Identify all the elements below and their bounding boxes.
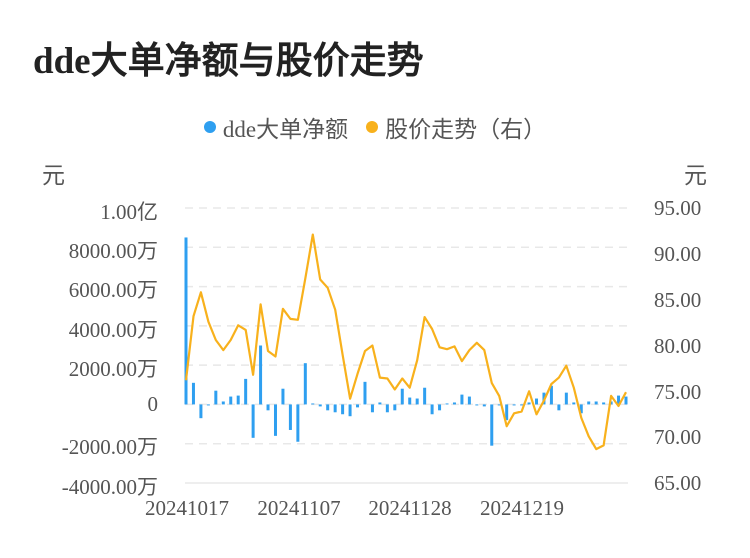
left-tick: 4000.00万 bbox=[68, 318, 158, 342]
left-tick: -4000.00万 bbox=[61, 475, 158, 499]
left-tick: -2000.00万 bbox=[61, 435, 158, 459]
right-axis-unit: 元 bbox=[684, 163, 707, 188]
legend-label: 股价走势（右） bbox=[385, 117, 547, 142]
x-tick: 20241219 bbox=[480, 496, 564, 520]
price-line bbox=[184, 233, 627, 451]
x-tick: 20241128 bbox=[368, 496, 452, 520]
right-tick: 70.00 bbox=[654, 425, 702, 449]
legend-item-dde[interactable]: dde大单净额 bbox=[203, 110, 349, 144]
chart-title: dde大单净额与股价走势 bbox=[33, 41, 424, 82]
left-tick: 2000.00万 bbox=[68, 357, 158, 381]
right-tick: 75.00 bbox=[654, 380, 702, 404]
left-axis-unit: 元 bbox=[42, 163, 65, 188]
legend-label: dde大单净额 bbox=[222, 117, 349, 142]
grid-lines bbox=[185, 207, 628, 484]
right-tick: 80.00 bbox=[654, 334, 702, 358]
x-tick: 20241107 bbox=[257, 496, 341, 520]
right-tick: 95.00 bbox=[654, 196, 702, 220]
x-tick: 20241017 bbox=[145, 496, 229, 520]
left-tick: 0 bbox=[147, 392, 159, 416]
right-tick: 65.00 bbox=[654, 471, 702, 495]
right-tick: 90.00 bbox=[654, 242, 702, 266]
left-tick: 8000.00万 bbox=[68, 239, 158, 263]
legend-item-price[interactable]: 股价走势（右） bbox=[366, 110, 546, 144]
legend-dot-icon bbox=[203, 121, 216, 133]
dde-bars bbox=[184, 237, 628, 446]
right-tick: 85.00 bbox=[654, 288, 702, 312]
legend: dde大单净额 股价走势（右） bbox=[0, 110, 750, 144]
left-tick: 6000.00万 bbox=[68, 278, 158, 302]
left-tick: 1.00亿 bbox=[100, 200, 158, 224]
legend-dot-icon bbox=[366, 121, 379, 133]
